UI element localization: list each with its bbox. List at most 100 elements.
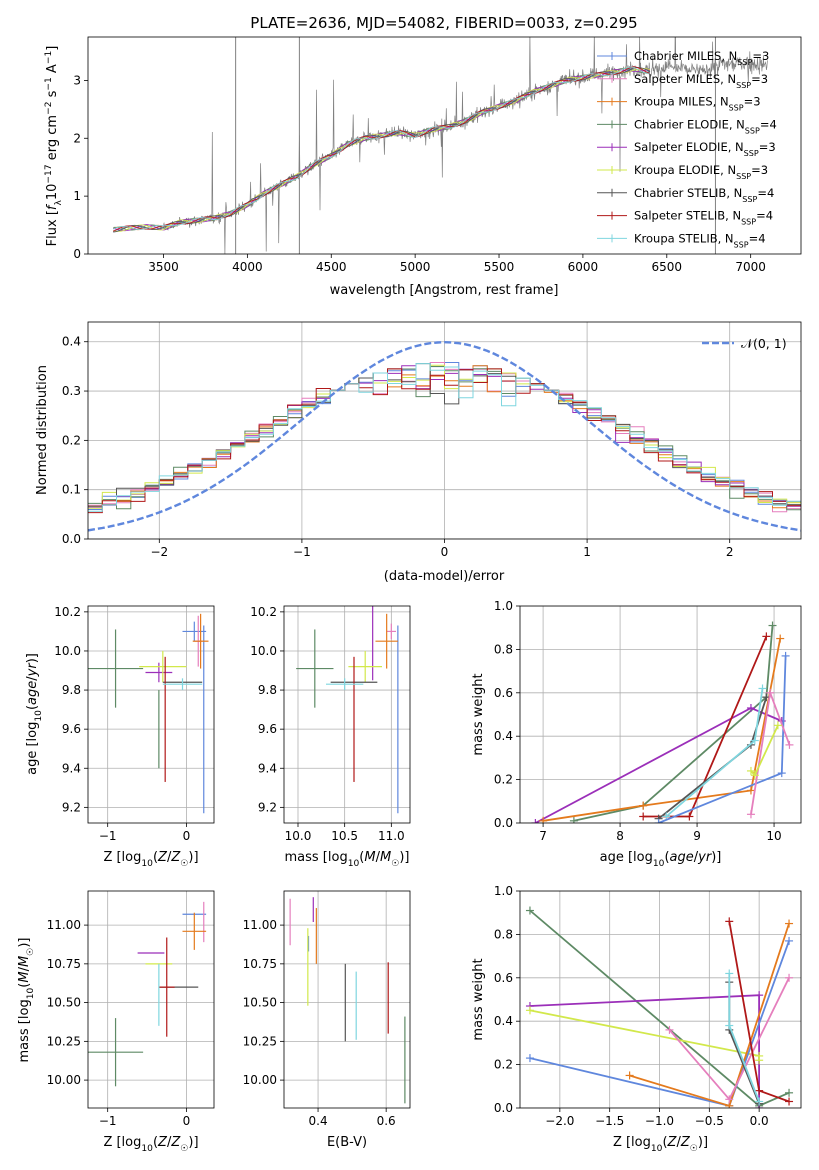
y-tick-label: 9.8 bbox=[258, 683, 277, 697]
x-tick-label: 10.5 bbox=[331, 829, 358, 843]
x-tick-label: 4500 bbox=[316, 260, 347, 274]
y-tick-label: 9.2 bbox=[258, 800, 277, 814]
y-tick-label: 0.3 bbox=[62, 384, 81, 398]
y-tick-label: 3 bbox=[73, 73, 81, 87]
weight-marker bbox=[755, 991, 764, 1000]
y-tick-label: 10.25 bbox=[243, 1034, 277, 1048]
mass-vs-Z-xlabel: Z [log10(Z/Z☉)] bbox=[103, 1135, 198, 1154]
legend-label: Salpeter ELODIE, NSSP=3 bbox=[634, 140, 776, 158]
y-tick-label: 10.75 bbox=[243, 957, 277, 971]
weight-marker bbox=[746, 766, 755, 775]
x-tick-label: 9 bbox=[693, 829, 701, 843]
x-tick-label: 3500 bbox=[148, 260, 179, 274]
y-tick-label: 10.75 bbox=[47, 957, 81, 971]
weight-marker bbox=[750, 771, 759, 780]
y-tick-label: 0.0 bbox=[494, 816, 513, 830]
x-tick-label: 0.0 bbox=[750, 1114, 769, 1128]
spectrum-xlabel: wavelength [Angstrom, rest frame] bbox=[330, 283, 559, 298]
weight-marker bbox=[777, 769, 786, 778]
weight-marker bbox=[725, 1095, 734, 1104]
y-tick-label: 0.8 bbox=[494, 927, 513, 941]
x-tick-label: 2 bbox=[726, 545, 734, 559]
spectrum-model-line bbox=[113, 66, 651, 232]
errorbar-point bbox=[162, 678, 203, 691]
legend-label: Kroupa STELIB, NSSP=4 bbox=[634, 231, 766, 249]
normal-curve bbox=[88, 340, 801, 532]
weight-marker bbox=[685, 812, 694, 821]
y-tick-label: 0 bbox=[73, 247, 81, 261]
x-tick-label: 0 bbox=[441, 545, 449, 559]
age-vs-Z-ylabel: age [log10(age/yr)] bbox=[25, 653, 44, 775]
y-tick-label: 10.2 bbox=[250, 605, 277, 619]
plot-area-weight-vs-Z bbox=[520, 891, 801, 1108]
y-tick-label: 0.6 bbox=[494, 971, 513, 985]
y-tick-label: 9.6 bbox=[62, 722, 81, 736]
y-tick-label: 1.0 bbox=[494, 884, 513, 898]
weight-marker bbox=[654, 819, 663, 823]
y-tick-label: 9.4 bbox=[258, 761, 277, 775]
y-tick-label: 10.2 bbox=[54, 605, 81, 619]
weight-marker bbox=[639, 801, 648, 810]
weight-marker bbox=[746, 703, 755, 712]
x-tick-label: 6500 bbox=[652, 260, 683, 274]
residuals-legend: 𝒩(0, 1) bbox=[702, 336, 787, 351]
y-tick-label: 10.0 bbox=[250, 644, 277, 658]
y-tick-label: 9.4 bbox=[62, 761, 81, 775]
axes-age-vs-mass: 10.0 10.5 11.0 9.2 9.4 9.6 9.8 10.0 10.2 mass [lo… bbox=[250, 605, 411, 869]
weight-marker bbox=[785, 740, 794, 749]
axes-weight-vs-age: 7 8 9 10 0.0 0.2 0.4 0.6 0.8 1.0 age [log10(age/yr… bbox=[471, 599, 802, 869]
x-tick-label: 7 bbox=[539, 829, 547, 843]
axes-residuals: −2 −1 0 1 2 0.0 0.1 0.2 0.3 0.4 (data-model)/error… bbox=[35, 321, 802, 584]
weight-marker bbox=[725, 969, 734, 978]
errorbar-point bbox=[182, 912, 207, 950]
legend-label: Kroupa ELODIE, NSSP=3 bbox=[634, 163, 768, 181]
weight-series-line bbox=[728, 982, 760, 1105]
weight-vs-Z-ylabel: mass weight bbox=[471, 958, 486, 1040]
weight-marker bbox=[539, 816, 548, 823]
weight-marker bbox=[755, 1086, 764, 1095]
legend-label: Chabrier STELIB, NSSP=4 bbox=[634, 186, 774, 204]
y-tick-label: 9.6 bbox=[258, 722, 277, 736]
spectrum-model-line bbox=[113, 68, 651, 232]
weight-marker bbox=[750, 736, 759, 745]
weight-series-line bbox=[573, 625, 774, 822]
mass-vs-EBV-xlabel: E(B-V) bbox=[327, 1135, 367, 1150]
y-tick-label: 1 bbox=[73, 189, 81, 203]
histogram-series bbox=[88, 363, 801, 512]
axes-frame bbox=[87, 36, 802, 255]
weight-marker bbox=[785, 973, 794, 982]
y-tick-label: 0.0 bbox=[494, 1101, 513, 1115]
errorbar-point bbox=[88, 629, 144, 708]
x-tick-label: −1 bbox=[99, 829, 117, 843]
weight-marker bbox=[725, 1021, 734, 1030]
spectrum-model-line bbox=[113, 69, 651, 232]
y-tick-label: 10.50 bbox=[243, 996, 277, 1010]
x-tick-label: 5000 bbox=[400, 260, 431, 274]
plot-area-residuals bbox=[88, 322, 801, 539]
errorbar-point bbox=[182, 621, 207, 642]
y-tick-label: 0.2 bbox=[62, 433, 81, 447]
spectrum-legend: Chabrier MILES, NSSP=3 Salpeter MILES, NS… bbox=[597, 49, 777, 249]
plot-area-mass-vs-EBV bbox=[284, 891, 410, 1108]
weight-series-line bbox=[542, 638, 782, 822]
errorbar-point bbox=[139, 650, 187, 683]
x-tick-label: 5500 bbox=[484, 260, 515, 274]
errorbar-point bbox=[386, 623, 396, 640]
axes-frame bbox=[283, 605, 411, 824]
x-tick-label: −2.0 bbox=[545, 1114, 574, 1128]
weight-marker bbox=[785, 1097, 794, 1106]
weight-marker bbox=[665, 1025, 674, 1034]
spectrum-model-line bbox=[113, 66, 651, 232]
x-tick-label: −1.5 bbox=[595, 1114, 624, 1128]
weight-marker bbox=[525, 1054, 534, 1063]
weight-marker bbox=[569, 816, 578, 823]
plot-area-spectrum bbox=[113, 37, 768, 254]
age-vs-mass-xlabel: mass [log10(M/M☉)] bbox=[285, 850, 410, 869]
axes-mass-vs-Z: −1 0 10.00 10.25 10.50 10.75 11.00 Z [log10(Z/Z… bbox=[17, 890, 215, 1154]
axes-spectrum: 3500 4000 4500 5000 5500 6000 6500 7000 0 1 2 3 PLAT… bbox=[44, 14, 802, 298]
weight-marker bbox=[785, 919, 794, 928]
axes-frame bbox=[519, 890, 802, 1109]
weight-marker bbox=[781, 651, 790, 660]
errorbar-point bbox=[145, 662, 173, 683]
